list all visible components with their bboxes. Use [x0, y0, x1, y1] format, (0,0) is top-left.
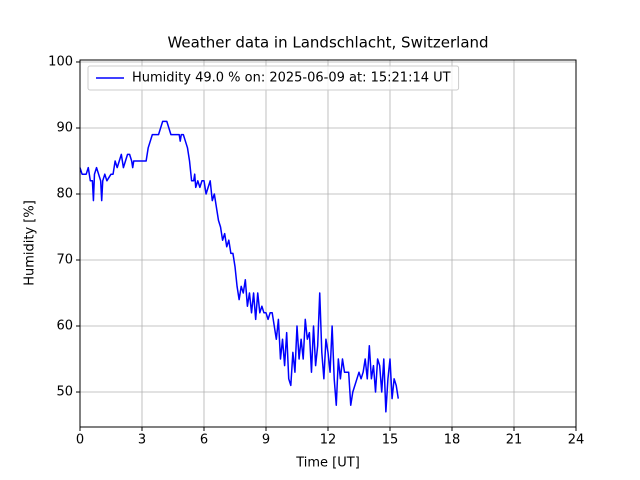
legend: Humidity 49.0 % on: 2025-06-09 at: 15:21… [87, 65, 460, 91]
x-tick-label: 15 [382, 433, 399, 448]
legend-box [87, 65, 460, 91]
x-tick-label: 24 [568, 433, 585, 448]
y-tick-label: 60 [56, 319, 73, 334]
y-tick-label: 50 [56, 385, 73, 400]
x-tick-label: 3 [138, 433, 146, 448]
x-axis-label: Time [UT] [295, 456, 360, 471]
y-axis-label: Humidity [%] [23, 200, 38, 286]
x-tick-label: 6 [200, 433, 208, 448]
x-tick-label: 0 [76, 433, 84, 448]
plot [79, 120, 400, 413]
y-tick-label: 80 [56, 186, 73, 201]
data-line [79, 120, 400, 413]
y-tick-label: 90 [56, 120, 73, 135]
x-tick-label: 21 [506, 433, 523, 448]
y-tick-label: 100 [48, 54, 73, 69]
y-tick-label: 70 [56, 253, 73, 268]
x-tick-label: 18 [444, 433, 461, 448]
x-tick-label: 9 [262, 433, 270, 448]
legend-label: Humidity 49.0 % on: 2025-06-09 at: 15:21… [132, 71, 451, 86]
x-tick-label: 12 [320, 433, 337, 448]
chart-title: Weather data in Landschlacht, Switzerlan… [167, 34, 488, 52]
